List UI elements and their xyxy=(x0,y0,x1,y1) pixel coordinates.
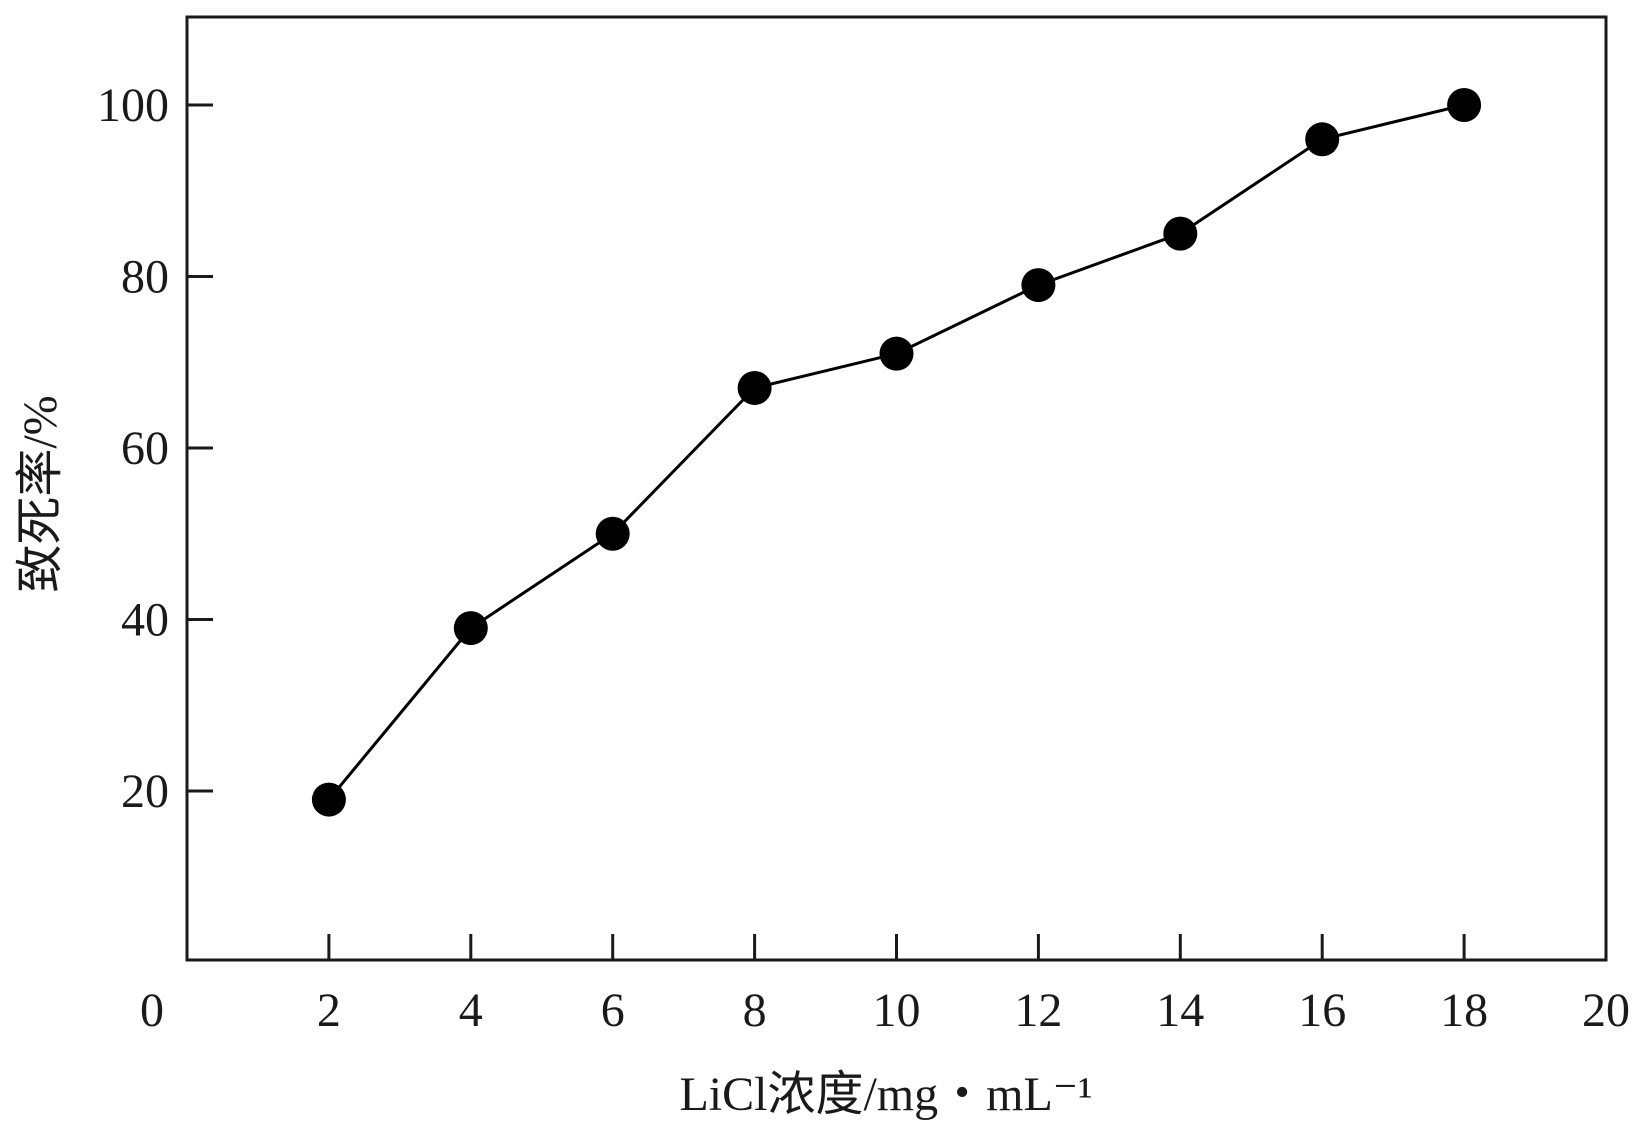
y-tick-label: 20 xyxy=(121,765,169,818)
y-tick-label: 80 xyxy=(121,251,169,304)
data-point xyxy=(453,611,488,646)
x-axis-ticks: 0 2 4 6 8 10 12 14 16 18 20 xyxy=(140,934,1630,1037)
y-tick-label: 60 xyxy=(121,422,169,475)
x-tick-label: 18 xyxy=(1440,984,1488,1037)
x-tick-label: 14 xyxy=(1156,984,1204,1037)
x-tick-label: 2 xyxy=(317,984,341,1037)
x-tick-label: 0 xyxy=(140,984,164,1037)
y-tick-label: 40 xyxy=(121,594,169,647)
series-layer xyxy=(311,88,1482,817)
y-tick-label: 100 xyxy=(97,79,169,132)
y-axis-title: 致死率/% xyxy=(14,395,67,592)
x-tick-label: 8 xyxy=(743,984,767,1037)
plot-frame xyxy=(185,15,1608,962)
data-point xyxy=(879,336,914,371)
x-tick-label: 10 xyxy=(873,984,921,1037)
x-tick-label: 20 xyxy=(1582,984,1630,1037)
x-axis-title: LiCl浓度/mg・mL⁻¹ xyxy=(679,1068,1092,1121)
series-line xyxy=(327,103,1465,801)
x-tick-label: 4 xyxy=(459,984,483,1037)
data-point xyxy=(737,370,772,405)
x-tick-label: 6 xyxy=(601,984,625,1037)
y-axis-ticks: 20 40 60 80 100 xyxy=(97,79,213,818)
data-point xyxy=(1447,88,1482,122)
data-point xyxy=(595,516,630,551)
data-point xyxy=(1021,268,1056,303)
data-point xyxy=(311,782,346,817)
data-point xyxy=(1305,122,1340,157)
x-tick-label: 12 xyxy=(1014,984,1062,1037)
x-tick-label: 16 xyxy=(1298,984,1346,1037)
data-point xyxy=(1163,216,1198,251)
